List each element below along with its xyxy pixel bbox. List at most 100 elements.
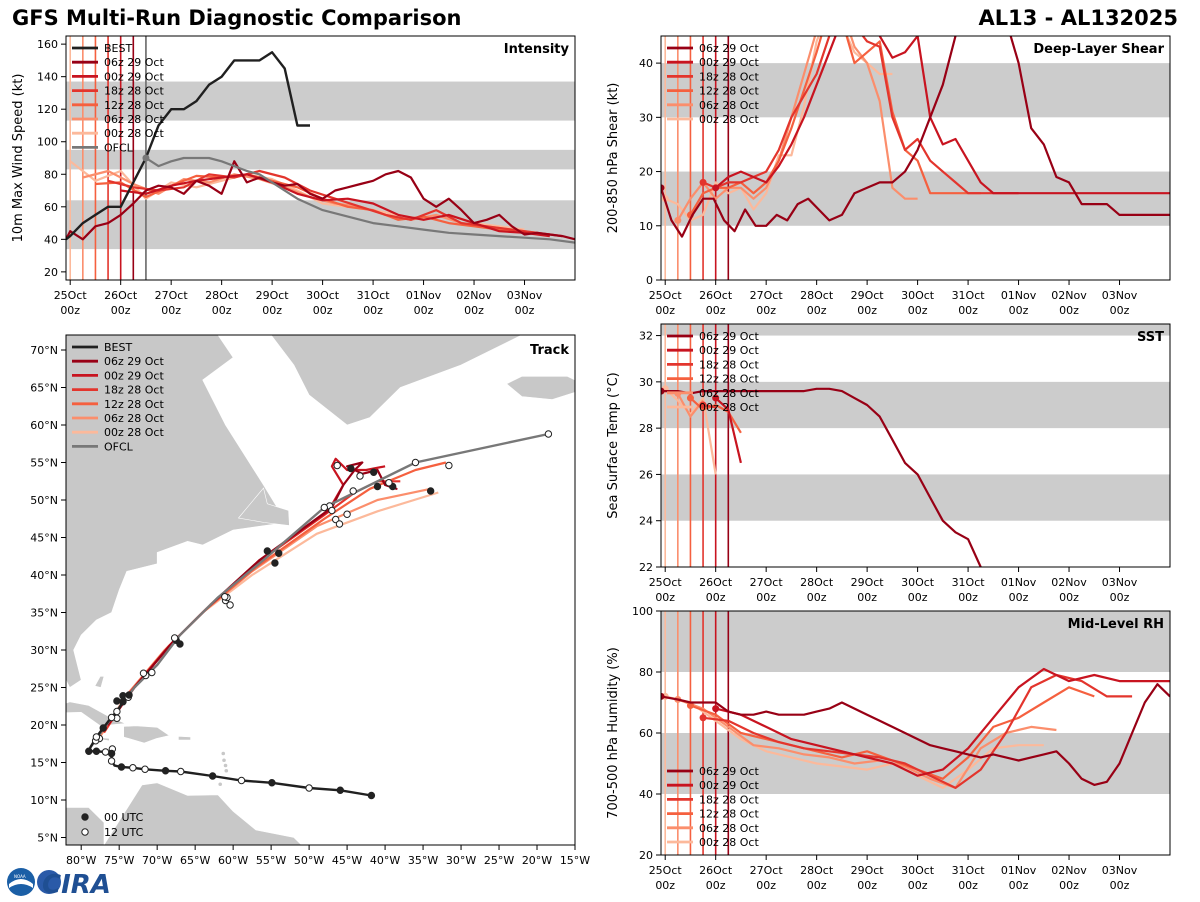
track-run-line: [99, 487, 431, 737]
sst-x-tick-hour: 00z: [655, 591, 675, 604]
rh-init-point: [661, 692, 669, 700]
track-panel: 80°W 75°W 70°W 65°W 60°W 55°W 50°W 45°W 40°W 35°W…: [30, 334, 667, 867]
rh-legend-label: 06z 29 Oct: [699, 765, 759, 778]
track-run-marker: [445, 461, 453, 470]
intensity-y-tick-label: 140: [37, 71, 58, 84]
intensity-x-tick-date: 26Oct: [104, 289, 138, 302]
track-best-marker: [161, 767, 170, 775]
intensity-x-tick-hour: 00z: [161, 304, 181, 317]
intensity-panel-title: Intensity: [504, 42, 570, 57]
landmass-british-isles: [583, 433, 667, 489]
rh-legend-label: 00z 28 Oct: [699, 836, 759, 849]
track-panel-title: Track: [530, 343, 569, 358]
track-run-line: [103, 461, 447, 734]
rh-legend-label: 12z 28 Oct: [699, 808, 759, 821]
track-best-marker: [85, 747, 93, 755]
track-run-marker: [356, 472, 364, 480]
track-run-marker: [388, 482, 397, 491]
intensity-panel: 20 40 60 80 100 120 140 160 25Oct 00z 26Oct 00z 27Oc…: [11, 35, 576, 317]
rh-x-tick-hour: 00z: [1110, 879, 1130, 892]
track-run-marker: [335, 520, 344, 528]
intensity-x-tick-hour: 00z: [60, 304, 80, 317]
sst-x-tick-hour: 00z: [1059, 591, 1079, 604]
rh-init-point: [661, 692, 665, 700]
sst-x-tick-hour: 00z: [1009, 591, 1029, 604]
shear-series-line: [661, 36, 1170, 238]
track-best-marker: [107, 749, 116, 758]
track-run-marker: [263, 547, 272, 555]
track-legend-label: 00z 29 Oct: [104, 369, 164, 382]
intensity-legend-label: BEST: [104, 42, 132, 55]
track-legend-label: 00z 28 Oct: [104, 426, 164, 439]
intensity-legend-label: 06z 28 Oct: [104, 113, 164, 126]
shear-y-tick-label: 40: [639, 57, 653, 70]
rh-x-tick-hour: 00z: [756, 879, 776, 892]
rh-panel-title: Mid-Level RH: [1068, 617, 1164, 632]
track-x-tick-label: 45°W: [332, 854, 362, 867]
noaa-logo-text: NOAA: [14, 874, 26, 879]
intensity-y-tick-label: 60: [44, 201, 58, 214]
rh-legend-label: 00z 29 Oct: [699, 779, 759, 792]
rh-init-point: [712, 705, 720, 713]
track-y-tick-label: 30°N: [30, 644, 58, 657]
track-x-tick-label: 70°W: [142, 854, 172, 867]
track-best-marker: [268, 779, 276, 787]
track-best-marker: [92, 733, 101, 741]
sst-x-tick-date: 01Nov: [1001, 576, 1037, 589]
intensity-legend-label: OFCL: [104, 141, 134, 154]
track-x-tick-label: 30°W: [446, 854, 476, 867]
shear-y-tick-label: 0: [646, 274, 653, 287]
shear-legend-label: 12z 28 Oct: [699, 85, 759, 98]
sst-x-tick-date: 30Oct: [901, 576, 935, 589]
intensity-y-tick-label: 120: [37, 103, 58, 116]
track-run-marker: [373, 482, 382, 491]
sst-y-tick-label: 30: [639, 376, 653, 389]
track-y-tick-label: 15°N: [30, 757, 58, 770]
island-bahamas: [94, 676, 105, 688]
intensity-threshold-band: [66, 200, 575, 250]
intensity-threshold-band: [66, 81, 575, 121]
track-y-tick-label: 20°N: [30, 719, 58, 732]
track-x-tick-label: 50°W: [294, 854, 324, 867]
sst-x-tick-date: 26Oct: [699, 576, 733, 589]
sst-init-point: [661, 387, 665, 395]
shear-init-point: [712, 184, 720, 192]
track-run-marker: [148, 668, 156, 677]
shear-series-line: [702, 36, 1019, 195]
track-x-tick-label: 65°W: [180, 854, 210, 867]
intensity-legend-label: 18z 28 Oct: [104, 85, 164, 98]
track-marker-legend-label: 00 UTC: [104, 811, 144, 824]
rh-series-line: [677, 698, 1057, 789]
sst-y-tick-label: 26: [639, 468, 653, 481]
sst-series-line: [661, 387, 983, 567]
track-ofcl-marker: [139, 669, 148, 677]
sst-x-tick-date: 03Nov: [1102, 576, 1138, 589]
intensity-x-tick-hour: 00z: [262, 304, 282, 317]
track-run-marker: [119, 692, 127, 700]
track-legend-label: 06z 28 Oct: [104, 412, 164, 425]
shear-y-tick-label: 10: [639, 220, 653, 233]
intensity-x-tick-date: 27Oct: [155, 289, 189, 302]
sst-x-tick-hour: 00z: [706, 591, 726, 604]
landmass-iceland: [506, 376, 575, 400]
sst-series-line: [676, 392, 704, 418]
track-best-marker: [336, 786, 344, 794]
rh-y-tick-label: 20: [639, 849, 653, 862]
intensity-x-tick-date: 01Nov: [406, 289, 442, 302]
rh-y-tick-label: 100: [632, 605, 653, 618]
sst-legend-label: 00z 29 Oct: [699, 344, 759, 357]
noaa-logo-icon: NOAA CIRA: [7, 868, 111, 900]
shear-y-tick-label: 20: [639, 166, 653, 179]
island-lesser-antilles: [223, 763, 228, 768]
shear-x-tick-date: 28Oct: [800, 289, 834, 302]
track-ofcl-marker: [411, 458, 420, 467]
shear-legend-label: 06z 29 Oct: [699, 42, 759, 55]
intensity-y-tick-label: 100: [37, 136, 58, 149]
rh-x-tick-hour: 00z: [807, 879, 827, 892]
track-run-marker: [347, 464, 355, 473]
shear-series-line: [676, 36, 918, 221]
track-run-marker: [343, 510, 351, 518]
intensity-series-line: [145, 156, 575, 244]
landmass-central-america: [66, 807, 105, 845]
landmass-greenland: [270, 335, 523, 426]
